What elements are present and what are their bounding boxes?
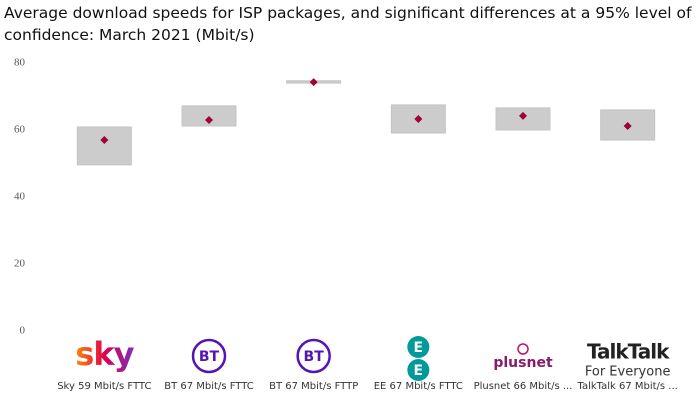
logo-text: BT (199, 349, 220, 365)
point-estimate (309, 78, 318, 87)
x-tick-label: BT 67 Mbit/s FTTC (164, 381, 254, 392)
logo-text: sky (75, 335, 134, 373)
logo-text: E (414, 363, 424, 379)
confidence-range (76, 126, 132, 166)
x-tick-label: Sky 59 Mbit/s FTTC (57, 381, 151, 392)
chart-title: Average download speeds for ISP packages… (4, 4, 692, 44)
x-tick-label: Plusnet 66 Mbit/s ... (474, 381, 573, 392)
logo-text: BT (304, 349, 325, 365)
confidence-range (181, 105, 237, 127)
point-estimate (100, 136, 109, 145)
point-estimate (414, 114, 423, 123)
y-tick-label: 0 (20, 325, 26, 337)
y-tick-label: 40 (14, 191, 26, 203)
y-tick-label: 20 (14, 258, 26, 270)
point-estimate (623, 121, 632, 130)
y-tick-label: 60 (14, 124, 26, 136)
logo-text: TalkTalk (587, 340, 670, 364)
y-tick-label: 80 (14, 57, 26, 69)
x-tick-label: EE 67 Mbit/s FTTC (374, 381, 463, 392)
logo-subtext: For Everyone (585, 365, 671, 380)
logo-text: plusnet (493, 355, 553, 371)
x-tick-label: TalkTalk 67 Mbit/s ... (576, 381, 677, 392)
logo-dot (407, 336, 430, 358)
point-estimate (205, 115, 213, 124)
logo-ring (191, 338, 227, 374)
x-tick-label: BT 67 Mbit/s FTTP (269, 381, 358, 392)
point-estimate (519, 111, 527, 120)
logo-flower (517, 343, 529, 355)
logo-ring (296, 338, 331, 374)
logo-dot (407, 359, 430, 381)
logo-text: E (414, 340, 424, 356)
